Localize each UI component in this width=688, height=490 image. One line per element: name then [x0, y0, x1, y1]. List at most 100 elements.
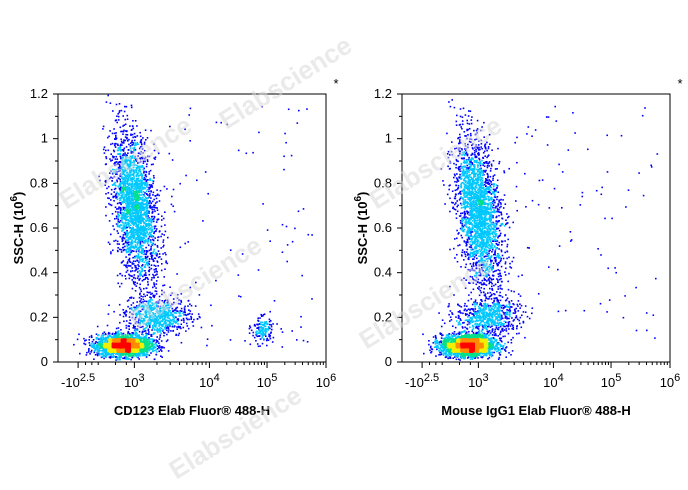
dot — [156, 194, 158, 196]
dot — [137, 267, 139, 270]
dot — [140, 184, 142, 187]
dot — [145, 246, 147, 249]
dot — [126, 182, 129, 184]
dot — [142, 205, 144, 207]
dot — [99, 346, 101, 349]
dot — [140, 151, 142, 153]
dot — [160, 269, 163, 272]
dot — [123, 129, 125, 132]
dot — [123, 248, 126, 251]
dot — [139, 259, 141, 262]
dot — [137, 202, 140, 205]
dot — [136, 183, 138, 185]
dot — [119, 188, 121, 190]
dot — [141, 341, 144, 344]
dot — [262, 330, 264, 333]
dot — [160, 315, 163, 317]
dot — [130, 348, 132, 351]
dot — [184, 242, 186, 245]
dot — [142, 275, 144, 278]
dot — [147, 329, 150, 332]
dot — [126, 188, 129, 191]
dot — [157, 322, 160, 324]
dot — [165, 322, 167, 324]
dot — [117, 327, 120, 329]
dot — [154, 225, 157, 227]
dot — [119, 202, 122, 204]
dot — [130, 234, 132, 236]
dot — [115, 161, 118, 163]
dot — [117, 166, 120, 169]
dot — [96, 337, 99, 339]
dot — [149, 323, 152, 325]
dot — [139, 315, 141, 317]
dot — [132, 173, 135, 175]
dot — [122, 217, 124, 219]
dot — [151, 304, 154, 306]
dot — [162, 330, 164, 332]
dot — [136, 206, 139, 209]
dot — [129, 231, 131, 233]
dot — [107, 351, 110, 354]
dot — [125, 194, 127, 196]
dot — [125, 225, 128, 227]
dot — [134, 306, 136, 309]
dot — [158, 317, 161, 319]
dot — [148, 313, 150, 315]
dot — [151, 230, 153, 233]
dot — [129, 156, 132, 159]
dot — [126, 234, 129, 237]
dot — [122, 125, 124, 127]
dot — [131, 270, 134, 272]
dot — [123, 201, 126, 204]
dot — [158, 194, 160, 197]
dot — [148, 270, 150, 273]
dot — [142, 295, 144, 298]
dot — [120, 185, 122, 187]
dot — [146, 217, 148, 220]
dot — [117, 336, 120, 338]
dot — [189, 286, 192, 289]
dot — [130, 152, 133, 154]
dot — [249, 325, 251, 327]
dot — [131, 250, 133, 252]
dot — [280, 328, 282, 330]
dot — [117, 185, 120, 188]
dot — [119, 148, 121, 151]
dot — [128, 195, 131, 198]
dot — [133, 338, 136, 341]
dot — [118, 103, 121, 105]
dot — [133, 355, 135, 358]
dot — [133, 177, 135, 179]
dot — [127, 192, 130, 195]
dot — [144, 303, 147, 306]
dot — [132, 205, 135, 207]
dot — [130, 157, 132, 160]
dot — [169, 286, 171, 288]
dot — [141, 333, 143, 336]
dot — [140, 255, 142, 258]
dot — [124, 162, 126, 165]
dot — [113, 163, 115, 165]
dot — [133, 190, 136, 193]
dot — [103, 343, 105, 345]
dot — [153, 268, 156, 271]
dot — [99, 349, 101, 352]
dot — [163, 313, 165, 315]
dot — [98, 175, 100, 178]
dot — [126, 226, 129, 229]
dot — [113, 188, 116, 191]
dot — [126, 261, 129, 263]
dot — [117, 232, 119, 234]
dot — [100, 342, 102, 345]
dot — [155, 221, 158, 223]
dot — [140, 138, 143, 141]
dot — [152, 182, 154, 185]
dot — [113, 128, 115, 130]
dot — [276, 323, 278, 325]
dot — [146, 209, 148, 211]
dot — [260, 329, 263, 332]
dot — [96, 346, 99, 349]
dot — [168, 302, 170, 305]
dot — [266, 322, 269, 325]
